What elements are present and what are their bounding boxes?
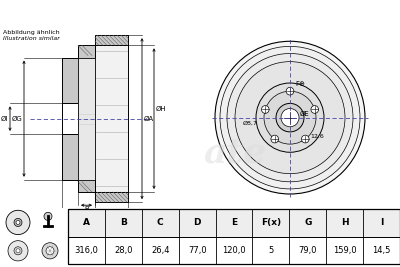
Circle shape — [46, 247, 54, 255]
Text: Illustration similar: Illustration similar — [3, 36, 60, 41]
Circle shape — [262, 105, 269, 113]
Text: 316,0: 316,0 — [74, 246, 98, 255]
Polygon shape — [62, 134, 78, 180]
Text: 120,0: 120,0 — [222, 246, 246, 255]
Circle shape — [16, 249, 20, 253]
Circle shape — [235, 62, 345, 174]
Text: 77,0: 77,0 — [188, 246, 206, 255]
Text: 26,4: 26,4 — [151, 246, 170, 255]
Text: A: A — [83, 218, 90, 227]
Text: 14,5: 14,5 — [372, 246, 391, 255]
Text: G: G — [304, 218, 312, 227]
Circle shape — [16, 221, 20, 225]
Polygon shape — [95, 35, 128, 45]
Circle shape — [227, 53, 353, 182]
Text: ØI: ØI — [1, 116, 8, 122]
Text: ØA: ØA — [144, 116, 154, 122]
Text: C (MTH): C (MTH) — [133, 209, 161, 215]
Polygon shape — [62, 103, 78, 134]
Text: 12,6: 12,6 — [310, 134, 324, 139]
Bar — [68, 237, 400, 264]
Text: ØG: ØG — [11, 116, 22, 122]
Text: B: B — [84, 206, 89, 212]
Polygon shape — [78, 58, 95, 180]
Text: 428105: 428105 — [253, 5, 323, 23]
Circle shape — [256, 83, 324, 152]
Polygon shape — [62, 58, 78, 103]
Text: 159,0: 159,0 — [333, 246, 356, 255]
Text: E: E — [231, 218, 237, 227]
Circle shape — [271, 135, 278, 143]
Text: ØH: ØH — [156, 105, 167, 112]
Text: I: I — [380, 218, 383, 227]
Circle shape — [14, 247, 22, 255]
Text: 79,0: 79,0 — [298, 246, 317, 255]
Text: C: C — [157, 218, 164, 227]
Text: F(x): F(x) — [261, 218, 281, 227]
Text: D: D — [82, 222, 88, 227]
Text: 28,0: 28,0 — [114, 246, 132, 255]
Text: D: D — [193, 218, 201, 227]
Circle shape — [44, 212, 52, 221]
Text: ØE: ØE — [300, 111, 310, 117]
Circle shape — [286, 87, 294, 95]
Bar — [68, 209, 400, 237]
Circle shape — [6, 210, 30, 235]
Circle shape — [220, 46, 360, 189]
Circle shape — [14, 218, 22, 226]
Text: F⊕: F⊕ — [295, 81, 305, 87]
Polygon shape — [78, 45, 95, 58]
Circle shape — [311, 105, 318, 113]
Circle shape — [302, 135, 309, 143]
Circle shape — [276, 103, 304, 132]
Polygon shape — [78, 180, 95, 192]
Circle shape — [42, 243, 58, 259]
Text: Abbildung ähnlich: Abbildung ähnlich — [3, 30, 60, 35]
Text: Ø8,7: Ø8,7 — [243, 121, 258, 126]
Text: 5: 5 — [268, 246, 274, 255]
Polygon shape — [95, 192, 128, 202]
Text: H: H — [341, 218, 348, 227]
Circle shape — [281, 108, 299, 127]
Text: B: B — [120, 218, 127, 227]
Circle shape — [264, 91, 316, 144]
Circle shape — [215, 41, 365, 194]
Circle shape — [8, 241, 28, 261]
Text: ate: ate — [204, 135, 266, 169]
Bar — [68, 209, 400, 264]
Text: 24.0128-0105.1: 24.0128-0105.1 — [87, 5, 233, 23]
Polygon shape — [95, 45, 128, 192]
